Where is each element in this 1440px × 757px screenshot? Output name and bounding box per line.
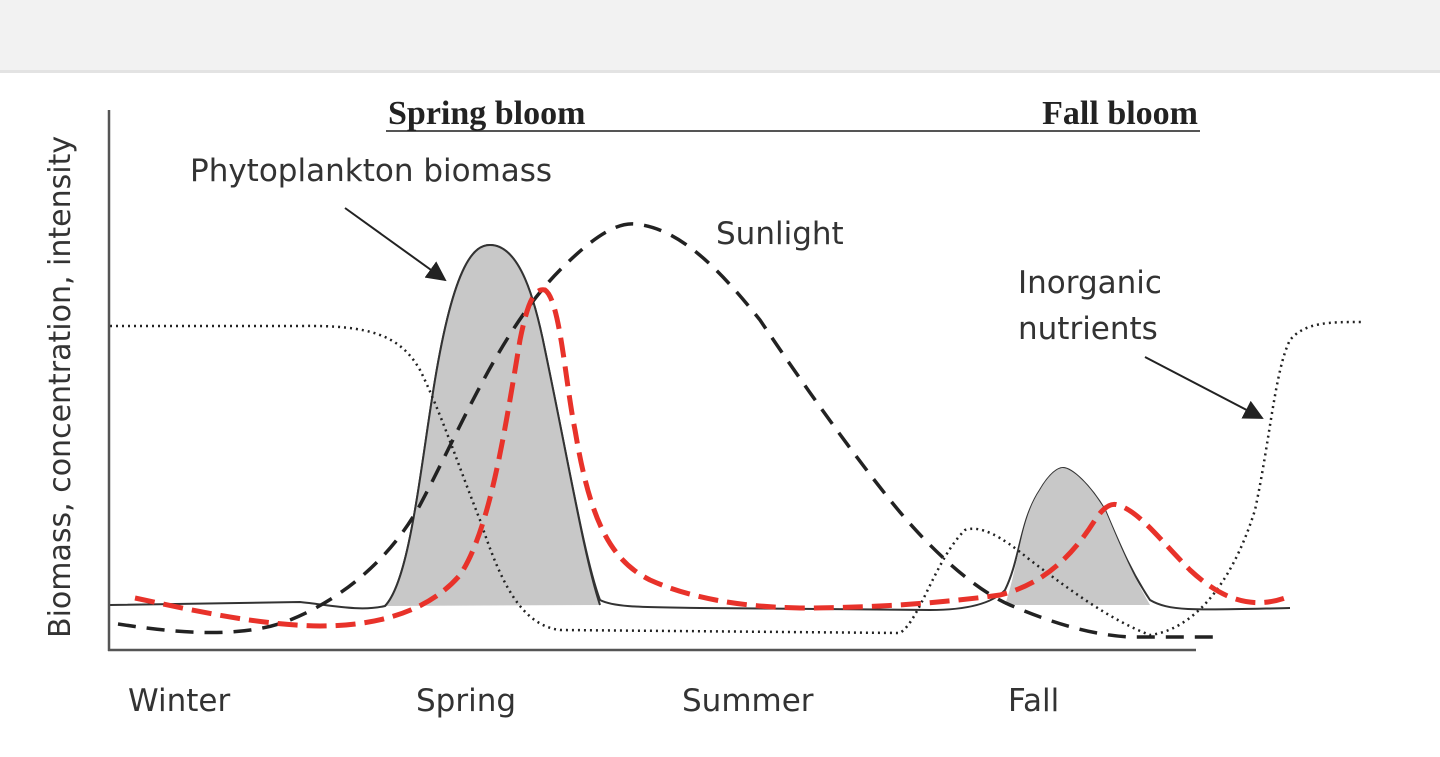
viewer-top-bar (0, 0, 1440, 73)
season-label-winter: Winter (128, 683, 230, 719)
phytoplankton-fall-fill (1005, 468, 1150, 605)
red-highlight-curve (134, 287, 1286, 629)
nutrients-label-line2: nutrients (1018, 311, 1158, 347)
phytoplankton-label: Phytoplankton biomass (190, 153, 552, 189)
inorganic-nutrients-curve (110, 320, 1363, 637)
phytoplankton-spring-fill (385, 245, 600, 606)
fall-bloom-label: Fall bloom (1042, 95, 1198, 132)
y-axis-title: Biomass, concentration, intensity (43, 136, 78, 638)
season-label-spring: Spring (416, 683, 516, 719)
phytoplankton-spring-outline (384, 243, 601, 607)
sunlight-label: Sunlight (716, 216, 844, 252)
phytoplankton-arrow (344, 207, 447, 282)
season-label-fall: Fall (1008, 683, 1059, 719)
season-label-summer: Summer (682, 683, 814, 719)
spring-bloom-label: Spring bloom (388, 95, 585, 132)
nutrients-arrow (1144, 356, 1264, 419)
nutrients-label-line1: Inorganic (1018, 265, 1162, 301)
sunlight-curve (117, 222, 1220, 639)
